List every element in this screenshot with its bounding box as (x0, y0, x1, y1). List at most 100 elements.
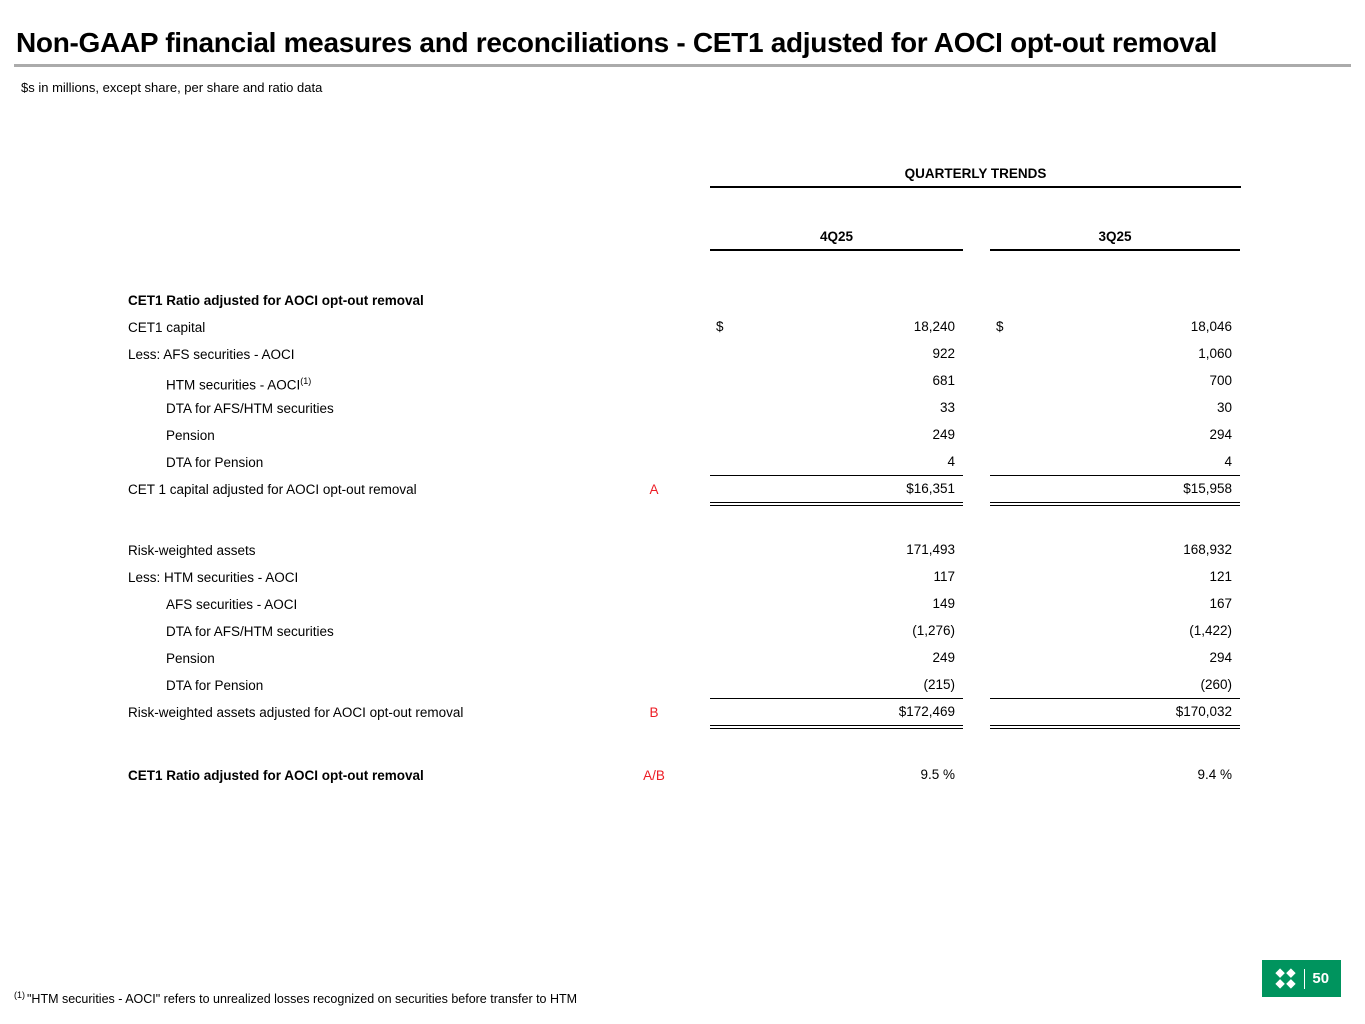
cell-value: 171,493 (906, 542, 955, 557)
dollar-sign (710, 672, 716, 698)
cell-value: $16,351 (906, 481, 955, 496)
dollar-sign (710, 368, 716, 395)
value-cell: $172,469 (710, 699, 963, 729)
row-label: AFS securities - AOCI (166, 597, 298, 612)
dollar-sign (990, 564, 996, 591)
value-cell (990, 287, 1240, 314)
cell-value: (1,276) (912, 623, 955, 638)
cell-value: 4 (1224, 454, 1232, 469)
dollar-sign (710, 591, 716, 618)
cell-value: 33 (939, 400, 955, 415)
row-label: Risk-weighted assets (128, 543, 256, 558)
row-label: DTA for AFS/HTM securities (166, 624, 334, 639)
value-cell: $15,958 (990, 476, 1240, 506)
row-label: CET1 Ratio adjusted for AOCI opt-out rem… (128, 768, 424, 783)
dollar-sign (990, 422, 996, 449)
cell-value: 681 (932, 373, 955, 388)
value-cell: 4 (990, 449, 1240, 476)
cell-value: 249 (932, 427, 955, 442)
row-ref-letter: A/B (643, 768, 665, 783)
value-cell: 167 (990, 591, 1240, 618)
table-rows: CET1 Ratio adjusted for AOCI opt-out rem… (0, 287, 1365, 789)
cell-value: (215) (923, 677, 955, 692)
cell-value: 1,060 (1198, 346, 1232, 361)
row-ref-letter: B (649, 705, 659, 720)
value-cell: $18,046 (990, 314, 1240, 341)
dollar-sign (710, 564, 716, 591)
value-cell: 33 (710, 395, 963, 422)
cell-value: 168,932 (1183, 542, 1232, 557)
value-cell: (1,276) (710, 618, 963, 645)
value-cell: (1,422) (990, 618, 1240, 645)
row-spacer (0, 503, 1365, 537)
value-cell: 121 (990, 564, 1240, 591)
cell-value: 18,240 (913, 319, 955, 334)
dollar-sign (710, 762, 716, 789)
cell-value: (1,422) (1189, 623, 1232, 638)
dollar-sign (990, 395, 996, 422)
table-row: CET1 Ratio adjusted for AOCI opt-out rem… (0, 762, 1365, 789)
cell-value: 167 (1209, 596, 1232, 611)
table-row: CET 1 capital adjusted for AOCI opt-out … (0, 476, 1365, 506)
table-row: CET1 Ratio adjusted for AOCI opt-out rem… (0, 287, 1365, 314)
row-label: DTA for AFS/HTM securities (166, 401, 334, 416)
value-cell: 700 (990, 368, 1240, 395)
value-cell: 294 (990, 645, 1240, 672)
dollar-sign (990, 537, 996, 564)
page-number: 50 (1312, 970, 1330, 987)
dollar-sign (710, 449, 716, 475)
units-note: $s in millions, except share, per share … (21, 80, 323, 95)
dollar-sign (990, 645, 996, 672)
dollar-sign (710, 395, 716, 422)
value-cell (710, 287, 963, 314)
table-row: HTM securities - AOCI(1) 681 700 (0, 368, 1365, 395)
value-cell: (260) (990, 672, 1240, 699)
table-row: DTA for AFS/HTM securities (1,276) (1,422) (0, 618, 1365, 645)
value-cell: 4 (710, 449, 963, 476)
value-cell: 117 (710, 564, 963, 591)
table-row: DTA for Pension (215) (260) (0, 672, 1365, 699)
cell-value: 294 (1209, 427, 1232, 442)
cell-value (1232, 287, 1240, 314)
value-cell: 9.5 % (710, 762, 963, 789)
dollar-sign (710, 537, 716, 564)
cell-value: 249 (932, 650, 955, 665)
value-cell: $16,351 (710, 476, 963, 506)
table-row: CET1 capital $18,240 $18,046 (0, 314, 1365, 341)
value-cell: 168,932 (990, 537, 1240, 564)
footnote-text: "HTM securities - AOCI" refers to unreal… (27, 992, 578, 1007)
dollar-sign (710, 645, 716, 672)
cell-value: 30 (1216, 400, 1232, 415)
cell-value: 294 (1209, 650, 1232, 665)
cell-value (955, 287, 963, 314)
dollar-sign (710, 341, 716, 368)
cell-value: 4 (947, 454, 955, 469)
value-cell: $18,240 (710, 314, 963, 341)
citizens-logo-icon (1274, 967, 1297, 990)
cell-value: 149 (932, 596, 955, 611)
dollar-sign (990, 368, 996, 395)
row-label: Risk-weighted assets adjusted for AOCI o… (128, 705, 464, 720)
dollar-sign (710, 476, 716, 502)
column-underline-4q25 (710, 249, 963, 251)
value-cell: 1,060 (990, 341, 1240, 368)
dollar-sign: $ (716, 319, 724, 334)
cell-value: 117 (933, 569, 955, 584)
dollar-sign (990, 287, 996, 314)
cell-value: $170,032 (1175, 704, 1232, 719)
value-cell: $170,032 (990, 699, 1240, 729)
title-divider (14, 64, 1351, 67)
table-row: AFS securities - AOCI 149 167 (0, 591, 1365, 618)
dollar-sign (990, 449, 996, 475)
footnote-ref-icon: (1) (300, 376, 312, 386)
table-row: Less: AFS securities - AOCI 922 1,060 (0, 341, 1365, 368)
row-label: DTA for Pension (166, 678, 264, 693)
cell-value: 9.4 % (1197, 767, 1232, 782)
quarterly-trends-header: QUARTERLY TRENDS (904, 166, 1047, 181)
cell-value: $172,469 (898, 704, 955, 719)
dollar-sign (990, 762, 996, 789)
row-label: Pension (166, 651, 215, 666)
row-label: CET 1 capital adjusted for AOCI opt-out … (128, 482, 417, 497)
footnote-marker: (1) (14, 990, 25, 1000)
